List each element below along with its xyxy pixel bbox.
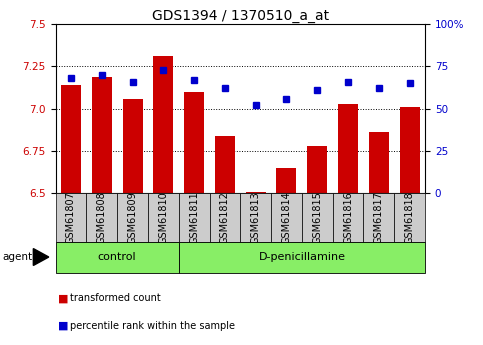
Bar: [92, 77, 112, 193]
Text: GSM61816: GSM61816: [343, 191, 353, 244]
Text: GSM61807: GSM61807: [66, 191, 76, 244]
Bar: [215, 136, 235, 193]
Bar: [184, 92, 204, 193]
Polygon shape: [33, 248, 49, 266]
Bar: [56, 241, 179, 273]
Text: GSM61815: GSM61815: [313, 191, 322, 244]
Bar: [86, 193, 117, 242]
Text: agent: agent: [2, 252, 32, 262]
Text: GSM61817: GSM61817: [374, 191, 384, 244]
Bar: [333, 193, 364, 242]
Bar: [210, 193, 240, 242]
Bar: [338, 104, 358, 193]
Bar: [246, 191, 266, 193]
Bar: [394, 193, 425, 242]
Text: D-penicillamine: D-penicillamine: [258, 252, 345, 262]
Text: GSM61811: GSM61811: [189, 191, 199, 244]
Bar: [271, 193, 302, 242]
Bar: [123, 99, 142, 193]
Bar: [364, 193, 394, 242]
Bar: [117, 193, 148, 242]
Text: GSM61809: GSM61809: [128, 191, 138, 244]
Bar: [369, 132, 389, 193]
Bar: [179, 241, 425, 273]
Bar: [307, 146, 327, 193]
Title: GDS1394 / 1370510_a_at: GDS1394 / 1370510_a_at: [152, 9, 329, 23]
Bar: [302, 193, 333, 242]
Bar: [61, 85, 81, 193]
Text: GSM61814: GSM61814: [282, 191, 291, 244]
Bar: [56, 193, 86, 242]
Bar: [179, 193, 210, 242]
Text: transformed count: transformed count: [70, 294, 161, 303]
Text: ■: ■: [57, 321, 68, 331]
Text: GSM61812: GSM61812: [220, 191, 230, 244]
Text: GSM61818: GSM61818: [405, 191, 414, 244]
Text: ■: ■: [57, 294, 68, 303]
Text: GSM61813: GSM61813: [251, 191, 261, 244]
Text: GSM61810: GSM61810: [158, 191, 168, 244]
Text: GSM61808: GSM61808: [97, 191, 107, 244]
Bar: [148, 193, 179, 242]
Bar: [399, 107, 420, 193]
Bar: [276, 168, 297, 193]
Bar: [240, 193, 271, 242]
Text: percentile rank within the sample: percentile rank within the sample: [70, 321, 235, 331]
Bar: [153, 56, 173, 193]
Text: control: control: [98, 252, 136, 262]
